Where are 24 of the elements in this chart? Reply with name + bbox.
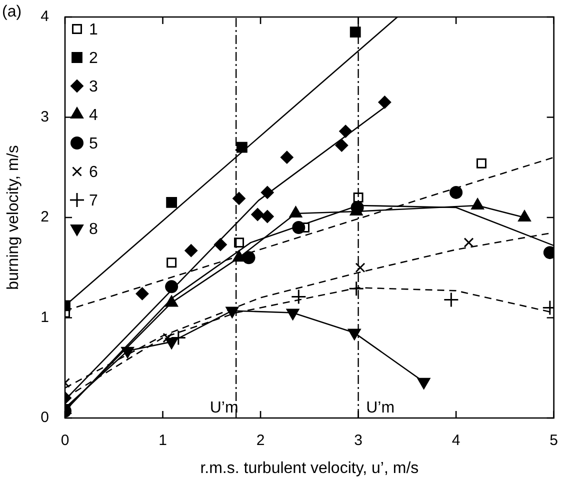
x-tick-label: 1: [158, 432, 167, 450]
x-axis-title: r.m.s. turbulent velocity, u’, m/s: [200, 460, 419, 477]
ref-line-label: U’m: [210, 399, 238, 416]
legend-label: 6: [89, 164, 98, 181]
y-tick-label: 3: [40, 108, 49, 126]
x-tick-label: 5: [550, 432, 558, 450]
x-tick-label: 2: [256, 432, 265, 450]
y-tick-label: 1: [40, 308, 49, 326]
legend-label: 5: [89, 135, 98, 152]
y-tick-label: 0: [40, 409, 49, 426]
legend-label: 3: [89, 78, 98, 96]
legend-label: 2: [89, 50, 98, 67]
x-tick-label: 3: [354, 432, 362, 450]
legend-label: 4: [89, 106, 98, 124]
legend-label: 1: [89, 21, 98, 38]
y-axis-title: burning velocity, m/s: [5, 145, 22, 290]
x-tick-label: 4: [452, 432, 460, 450]
legend-label: 8: [89, 220, 98, 238]
ref-line-label: U’m: [366, 399, 395, 416]
y-tick-label: 4: [40, 8, 49, 26]
legend-label: 7: [89, 192, 98, 210]
text: (a): [2, 3, 22, 20]
x-tick-label: 0: [60, 432, 70, 450]
y-tick-label: 2: [40, 208, 49, 226]
